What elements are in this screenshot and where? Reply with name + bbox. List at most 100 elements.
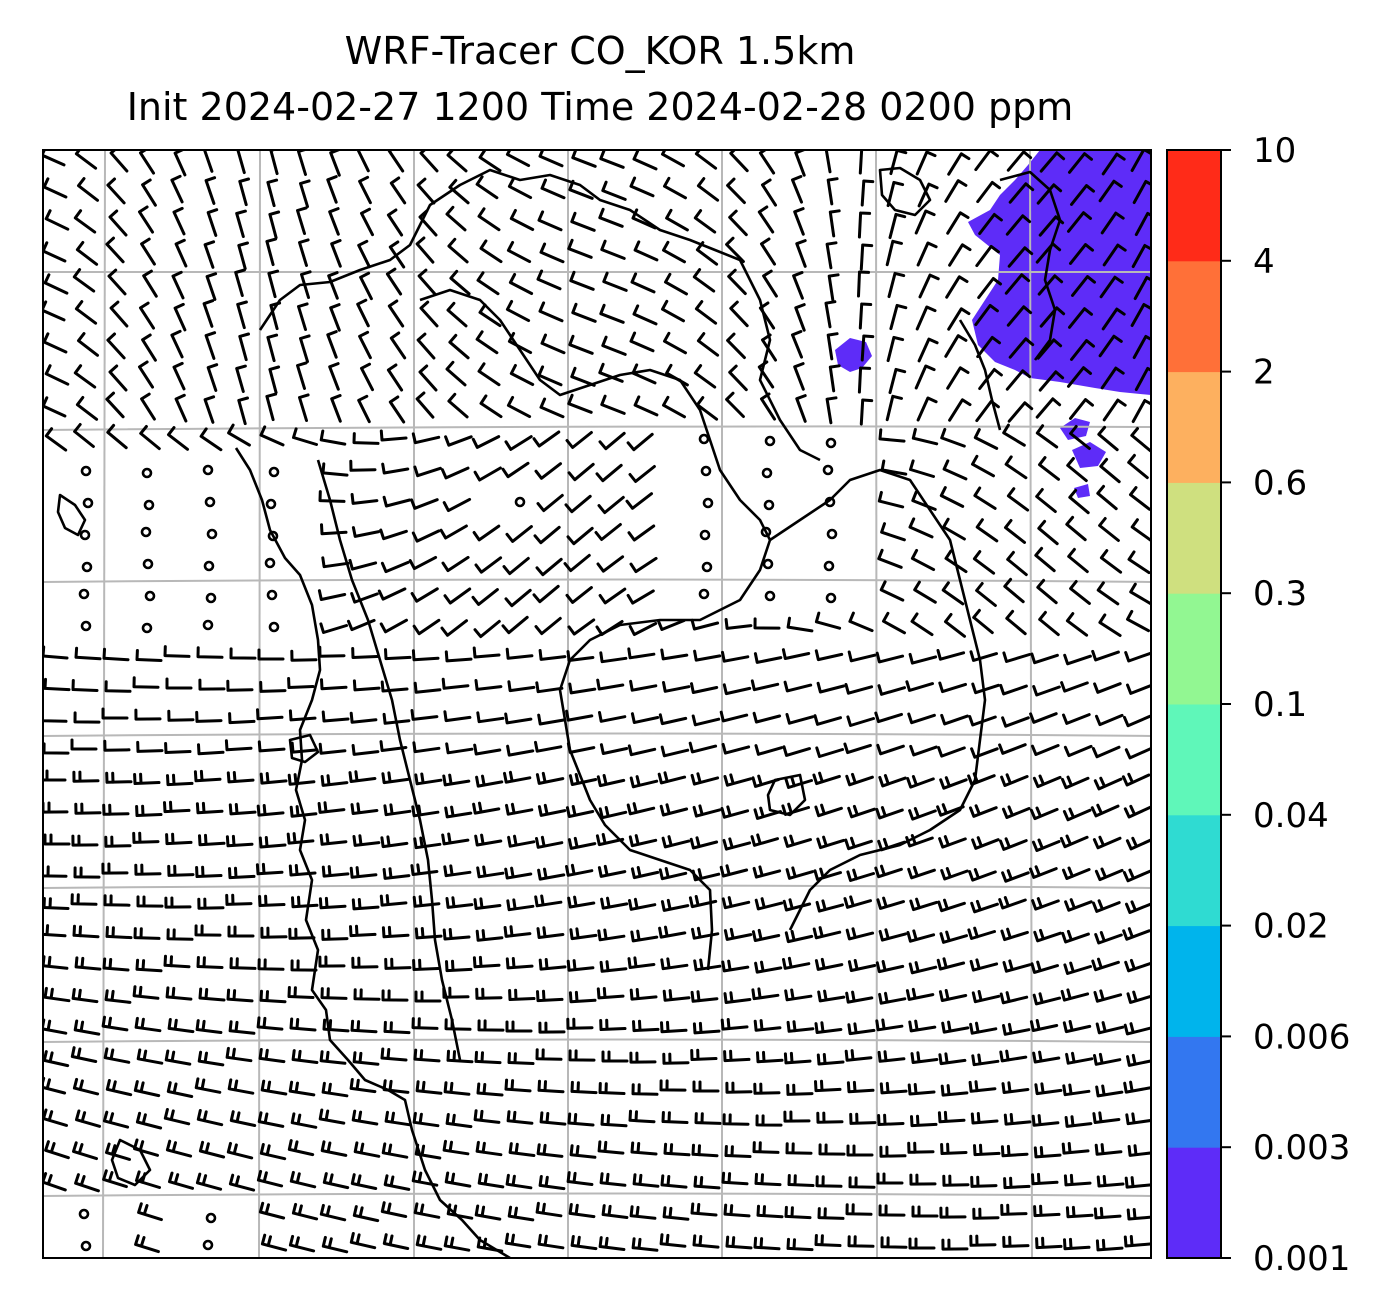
- colorbar-tick-label: 0.003: [1253, 1128, 1350, 1168]
- wind-barb: [1100, 366, 1125, 390]
- calm-wind-marker: [142, 558, 154, 570]
- wind-barb: [381, 462, 410, 475]
- wind-barb: [170, 174, 184, 204]
- wind-barb: [506, 1110, 534, 1125]
- wind-barb: [1032, 838, 1061, 852]
- wind-barb: [71, 679, 99, 692]
- wind-barb: [164, 896, 192, 909]
- wind-barb: [563, 553, 591, 573]
- wind-barb: [846, 1144, 874, 1157]
- wind-barb: [1003, 577, 1025, 604]
- wind-barb: [812, 926, 842, 940]
- wind-barb: [998, 743, 1027, 755]
- wind-barb: [507, 176, 533, 200]
- wind-barb: [102, 803, 130, 816]
- wind-barb: [204, 176, 217, 205]
- wind-barb: [321, 865, 350, 878]
- wind-barb: [846, 715, 875, 727]
- wind-barb: [77, 177, 99, 202]
- wind-barb: [74, 300, 98, 325]
- wind-barb: [1129, 486, 1151, 511]
- wind-barb: [475, 175, 499, 200]
- wind-barb: [445, 360, 467, 387]
- wind-barb: [1125, 836, 1151, 851]
- colorbar-band: [1167, 371, 1221, 483]
- wind-barb: [382, 1233, 410, 1250]
- wind-barb: [408, 555, 438, 571]
- wind-barb: [540, 178, 566, 200]
- wind-barb: [629, 1051, 657, 1064]
- wind-barb: [627, 524, 656, 542]
- wind-barb: [657, 619, 686, 631]
- wind-barb: [321, 710, 350, 723]
- wind-barb: [472, 646, 501, 659]
- wind-barb: [906, 929, 936, 943]
- wind-barb: [570, 1080, 598, 1095]
- wind-barb: [227, 423, 251, 447]
- wind-barb: [786, 1020, 815, 1033]
- wind-barb: [690, 618, 720, 631]
- wind-barb: [1098, 613, 1122, 637]
- wind-barb: [349, 1078, 377, 1094]
- wind-barb: [1036, 578, 1058, 605]
- wind-barb: [329, 303, 341, 332]
- calm-wind-marker: [80, 620, 92, 632]
- wind-barb: [102, 1169, 128, 1189]
- wind-barb: [140, 392, 156, 421]
- wind-barb: [227, 925, 255, 938]
- wind-barb: [1130, 518, 1151, 543]
- wind-barb: [1094, 931, 1123, 945]
- wind-barb: [477, 1019, 505, 1032]
- wind-barb: [539, 397, 565, 419]
- wind-barb: [626, 802, 656, 816]
- wind-barb: [347, 618, 376, 632]
- wind-barb: [381, 1142, 409, 1159]
- wind-barb: [632, 150, 658, 171]
- wind-barb: [786, 1083, 814, 1096]
- wind-barb: [938, 681, 967, 694]
- wind-barb: [259, 989, 287, 1004]
- calm-wind-marker: [514, 496, 526, 508]
- wind-barb: [357, 239, 371, 269]
- wind-barb: [1131, 244, 1151, 268]
- wind-barb: [885, 239, 903, 267]
- wind-barb: [225, 1046, 253, 1063]
- wind-barb: [203, 395, 216, 424]
- wind-barb: [1004, 273, 1031, 295]
- wind-barb: [816, 1111, 844, 1124]
- wind-barb: [411, 529, 441, 543]
- wind-barb: [351, 898, 380, 911]
- wind-barb: [814, 1079, 842, 1093]
- wind-barb: [508, 273, 534, 295]
- wind-barb: [847, 959, 877, 972]
- wind-barb: [108, 364, 128, 392]
- wind-barb: [791, 330, 803, 359]
- wind-barb: [380, 560, 410, 574]
- calm-wind-marker: [79, 529, 91, 541]
- wind-barb: [534, 894, 563, 908]
- wind-barb: [937, 898, 966, 913]
- wind-barb: [1006, 150, 1033, 172]
- wind-barb: [569, 927, 598, 941]
- wind-barb: [198, 987, 226, 1002]
- wind-barb: [445, 742, 474, 755]
- wind-barb: [43, 986, 71, 1003]
- wind-barb: [1093, 1206, 1122, 1220]
- wind-barb: [474, 1204, 502, 1221]
- wind-barb: [101, 1015, 129, 1032]
- wind-barb: [1061, 929, 1090, 944]
- wind-barb: [973, 1143, 1001, 1157]
- wind-barb: [793, 207, 805, 236]
- wind-barb: [418, 364, 438, 392]
- wind-barb: [690, 990, 719, 1003]
- wind-barb: [1000, 927, 1029, 942]
- wind-barb: [381, 771, 410, 785]
- wind-barb: [812, 771, 841, 786]
- calm-wind-marker: [144, 590, 156, 602]
- wind-barb: [600, 394, 626, 415]
- wind-barb: [536, 989, 564, 1003]
- wind-barb: [327, 271, 339, 300]
- wind-barb: [1064, 898, 1093, 912]
- calm-wind-marker: [78, 1208, 90, 1220]
- wind-barb: [357, 394, 371, 424]
